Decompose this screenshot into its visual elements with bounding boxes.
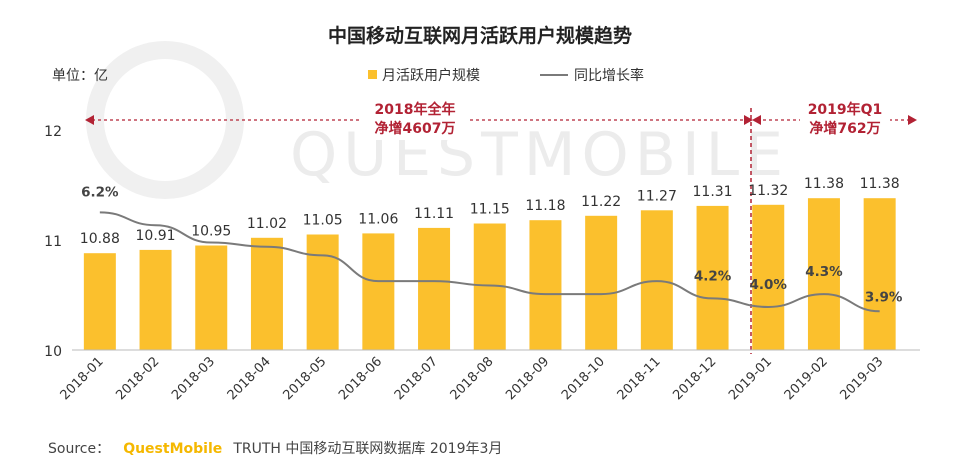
- y-tick-label: 12: [44, 124, 62, 140]
- bar-value-label: 11.15: [470, 202, 510, 218]
- arrow-right-icon: [908, 115, 917, 125]
- y-tick-label: 10: [44, 344, 62, 360]
- annotation-bg: [360, 98, 470, 140]
- source-note: Source： QuestMobile TRUTH 中国移动互联网数据库 201…: [48, 438, 502, 457]
- y-tick-label: 11: [44, 234, 62, 250]
- value-labels: 10.88 10.91 10.95 11.02 11.05 11.06 11.11 11.15…: [80, 176, 900, 247]
- annotation-2019q1-line1: 2019年Q1: [808, 101, 883, 118]
- bar-value-label: 11.38: [804, 176, 844, 192]
- x-tick-label: 2018-03: [169, 354, 218, 403]
- bar: [752, 204, 785, 350]
- x-tick-label: 2018-01: [58, 354, 107, 403]
- bar-value-label: 11.11: [414, 206, 454, 222]
- bar-value-label: 11.22: [581, 194, 621, 210]
- bar-value-label: 11.27: [637, 188, 677, 204]
- x-tick-label: 2018-02: [113, 354, 162, 403]
- source-brand: QuestMobile: [123, 441, 222, 457]
- x-tick-label: 2018-07: [392, 354, 441, 403]
- arrow-right-icon: [744, 115, 753, 125]
- bar: [585, 215, 618, 350]
- bar-value-label: 11.32: [748, 183, 788, 199]
- x-tick-label: 2018-11: [615, 354, 664, 403]
- bar: [863, 198, 896, 350]
- legend: 月活跃用户规模 同比增长率: [368, 67, 644, 84]
- source-prefix: Source：: [48, 441, 110, 457]
- x-tick-label: 2018-10: [559, 354, 608, 403]
- bar: [640, 210, 673, 350]
- growth-rate-line: [99, 211, 880, 313]
- x-tick-label: 2019-03: [837, 354, 886, 403]
- x-axis: 2018-01 2018-02 2018-03 2018-04 2018-05 2018-…: [58, 354, 887, 403]
- x-tick-label: 2018-04: [225, 354, 274, 403]
- growth-rate-label: 6.2%: [81, 184, 119, 200]
- bar: [418, 227, 451, 350]
- x-tick-label: 2018-05: [280, 354, 329, 403]
- chart-title: 中国移动互联网月活跃用户规模趋势: [328, 24, 632, 47]
- bar: [195, 245, 228, 350]
- annotation-bg: [800, 98, 890, 140]
- bar-value-label: 10.88: [80, 231, 120, 247]
- bar-value-label: 11.06: [358, 211, 398, 227]
- arrow-left-icon: [752, 115, 761, 125]
- bar: [529, 220, 562, 350]
- bar: [362, 233, 395, 350]
- annotation-2018: 2018年全年 净增4607万: [85, 98, 753, 140]
- x-tick-label: 2018-06: [336, 354, 385, 403]
- growth-rate-label: 3.9%: [865, 289, 903, 305]
- bar-value-label: 11.31: [693, 184, 733, 200]
- growth-rate-label: 4.2%: [694, 268, 732, 284]
- legend-line-label: 同比增长率: [574, 67, 644, 84]
- bar-value-label: 11.05: [303, 213, 343, 229]
- bar: [250, 237, 283, 350]
- legend-bar-label: 月活跃用户规模: [382, 67, 480, 84]
- annotation-2018-line1: 2018年全年: [375, 101, 456, 118]
- bar-value-label: 10.91: [136, 228, 176, 244]
- bar-value-label: 11.18: [525, 198, 565, 214]
- growth-rate-series: 6.2% 4.2% 4.0% 4.3% 3.9%: [81, 184, 903, 313]
- annotation-2018-line2: 净增4607万: [375, 120, 456, 137]
- bar: [83, 253, 116, 350]
- x-tick-label: 2019-02: [782, 354, 831, 403]
- growth-rate-label: 4.0%: [750, 277, 788, 293]
- annotation-2019q1-line2: 净增762万: [809, 120, 880, 137]
- unit-label: 单位：亿: [52, 68, 108, 84]
- bar-value-label: 11.02: [247, 216, 287, 232]
- x-tick-label: 2019-01: [726, 354, 775, 403]
- annotation-2019q1: 2019年Q1 净增762万: [752, 98, 917, 140]
- x-tick-label: 2018-12: [670, 354, 719, 403]
- bar: [696, 205, 729, 350]
- bar: [306, 234, 339, 350]
- bar: [807, 198, 840, 350]
- arrow-left-icon: [85, 115, 94, 125]
- bar: [139, 249, 172, 350]
- x-tick-label: 2018-08: [448, 354, 497, 403]
- bar-value-label: 10.95: [191, 224, 231, 240]
- legend-bar-swatch: [368, 70, 377, 79]
- x-tick-label: 2018-09: [503, 354, 552, 403]
- bar-value-label: 11.38: [860, 176, 900, 192]
- source-rest: TRUTH 中国移动互联网数据库 2019年3月: [232, 441, 502, 457]
- bar-series: [83, 198, 896, 350]
- growth-rate-label: 4.3%: [805, 264, 843, 280]
